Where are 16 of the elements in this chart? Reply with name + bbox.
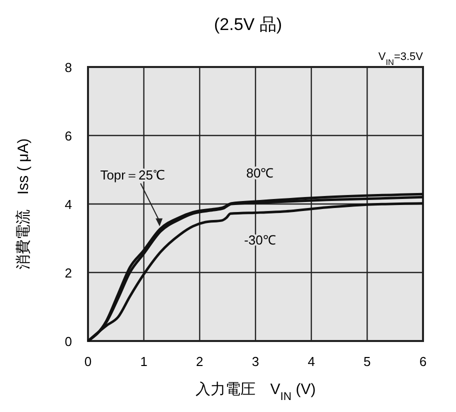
x-tick-label: 5 <box>364 354 371 369</box>
y-axis-title: 消費電流 Iss ( μA) <box>15 138 32 270</box>
x-tick-label: 1 <box>140 354 148 369</box>
x-tick-label: 2 <box>196 354 204 369</box>
x-tick-label: 3 <box>252 354 260 369</box>
x-tick-label: 6 <box>419 354 427 369</box>
y-tick-label: 6 <box>64 128 72 144</box>
y-tick-label: 8 <box>64 60 72 75</box>
x-tick-label: 0 <box>84 354 92 369</box>
y-tick-label: 2 <box>64 266 72 280</box>
chart-title: (2.5V 品) <box>214 15 282 34</box>
y-tick-label: 4 <box>64 197 72 212</box>
text: V$_{IN}$=3.5V <box>378 51 424 66</box>
x-axis-title: 入力電圧 V$_{IN}$ (V) <box>195 381 316 403</box>
x-tick-label: 4 <box>308 354 315 369</box>
y-tick-label: 0 <box>64 334 72 349</box>
